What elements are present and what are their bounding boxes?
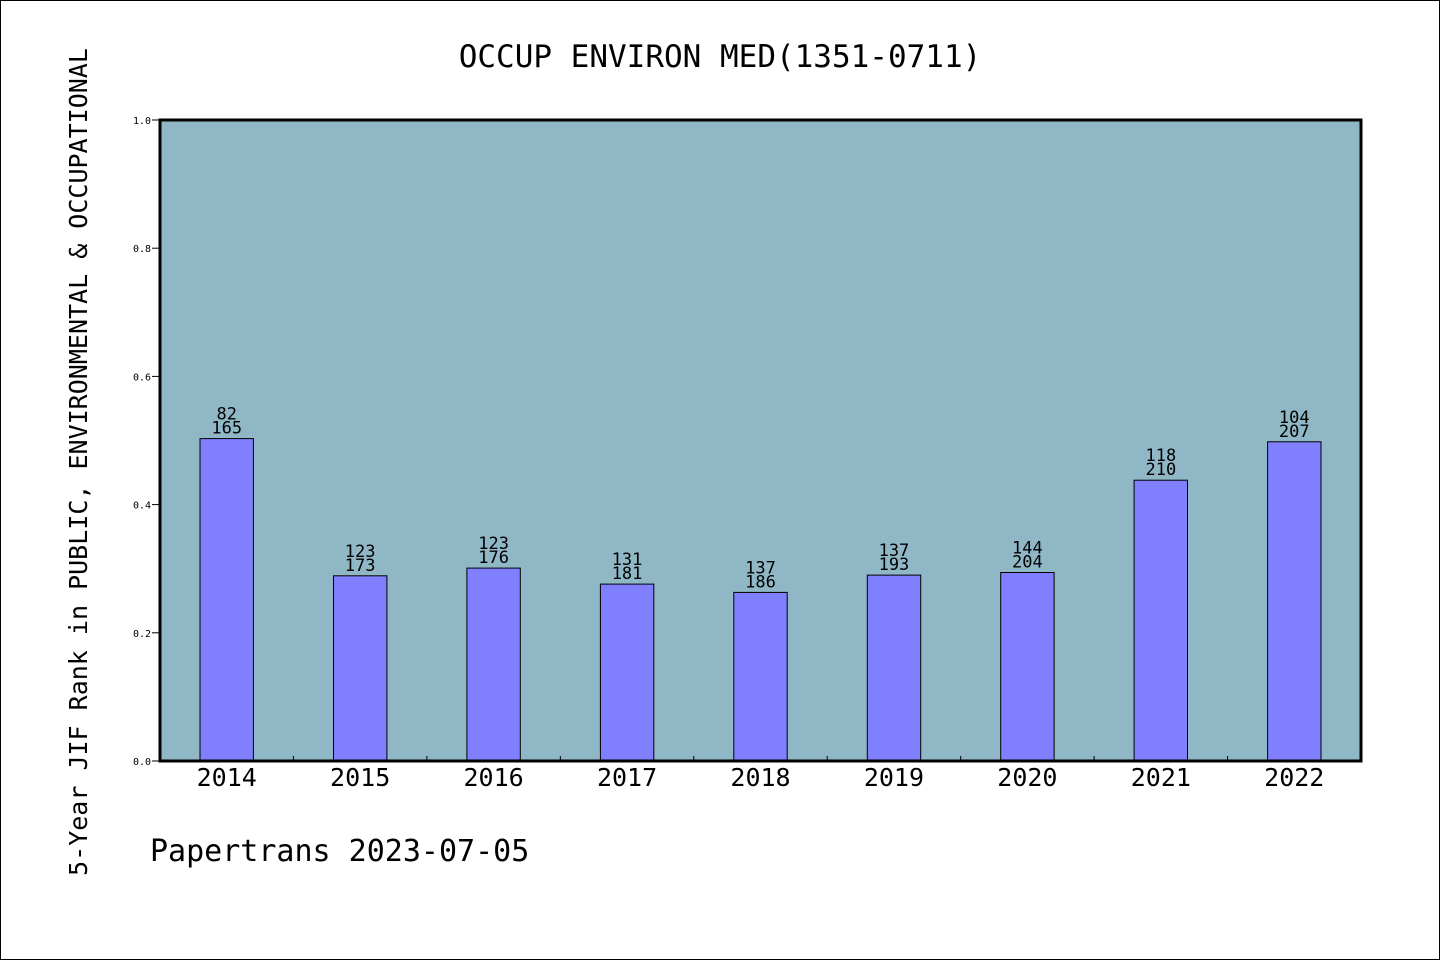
bar-label-top-2020: 144 — [1012, 539, 1043, 559]
y-tick-label-0.8: 0.8 — [133, 244, 151, 255]
x-tick-label-2016: 2016 — [464, 763, 524, 792]
x-tick-label-2018: 2018 — [730, 763, 790, 792]
bar-label-bottom-2022: 207 — [1279, 422, 1310, 442]
bar-label-bottom-2016: 176 — [478, 548, 509, 568]
bar-label-bottom-2017: 181 — [612, 564, 643, 584]
x-tick-label-2014: 2014 — [197, 763, 257, 792]
bar-2016 — [466, 567, 521, 762]
y-tick-label-0.0: 0.0 — [133, 757, 151, 768]
bar-label-top-2022: 104 — [1279, 408, 1310, 428]
bar-label-top-2015: 123 — [345, 542, 376, 562]
bar-2018 — [733, 591, 788, 762]
x-tick-label-2017: 2017 — [597, 763, 657, 792]
x-tick-label-2021: 2021 — [1131, 763, 1191, 792]
y-tick-label-0.4: 0.4 — [133, 501, 151, 512]
bar-label-top-2018: 137 — [745, 558, 776, 578]
bar-2015 — [333, 575, 388, 762]
y-tick-label-0.2: 0.2 — [133, 629, 151, 640]
bar-label-bottom-2015: 173 — [345, 556, 376, 576]
bar-label-top-2021: 118 — [1145, 446, 1176, 466]
y-tick-label-0.6: 0.6 — [133, 372, 151, 383]
y-tick-label-1.0: 1.0 — [133, 116, 151, 127]
bar-label-bottom-2014: 165 — [211, 419, 242, 439]
bar-2019 — [866, 574, 922, 762]
bar-label-bottom-2018: 186 — [745, 572, 776, 592]
bar-2014 — [199, 438, 254, 762]
bar-2020 — [1000, 572, 1055, 762]
bar-label-top-2019: 137 — [879, 541, 910, 561]
footer-credit: Papertrans 2023-07-05 — [150, 834, 530, 869]
bar-label-top-2017: 131 — [612, 550, 643, 570]
bar-label-bottom-2019: 193 — [879, 555, 910, 575]
y-axis-label: 5-Year JIF Rank in PUBLIC, ENVIRONMENTAL… — [64, 48, 93, 876]
chart-title: OCCUP ENVIRON MED(1351-0711) — [459, 39, 982, 75]
bar-2017 — [599, 583, 655, 762]
x-tick-label-2015: 2015 — [330, 763, 390, 792]
bar-2021 — [1133, 479, 1188, 762]
bar-label-bottom-2021: 210 — [1145, 460, 1176, 480]
bar-label-top-2016: 123 — [478, 534, 509, 554]
bar-2022 — [1267, 441, 1322, 762]
x-tick-label-2020: 2020 — [997, 763, 1057, 792]
bar-label-top-2014: 82 — [216, 405, 236, 425]
plot-border — [158, 118, 1363, 763]
x-tick-label-2022: 2022 — [1264, 763, 1324, 792]
x-tick-label-2019: 2019 — [864, 763, 924, 792]
bar-label-bottom-2020: 204 — [1012, 553, 1043, 573]
